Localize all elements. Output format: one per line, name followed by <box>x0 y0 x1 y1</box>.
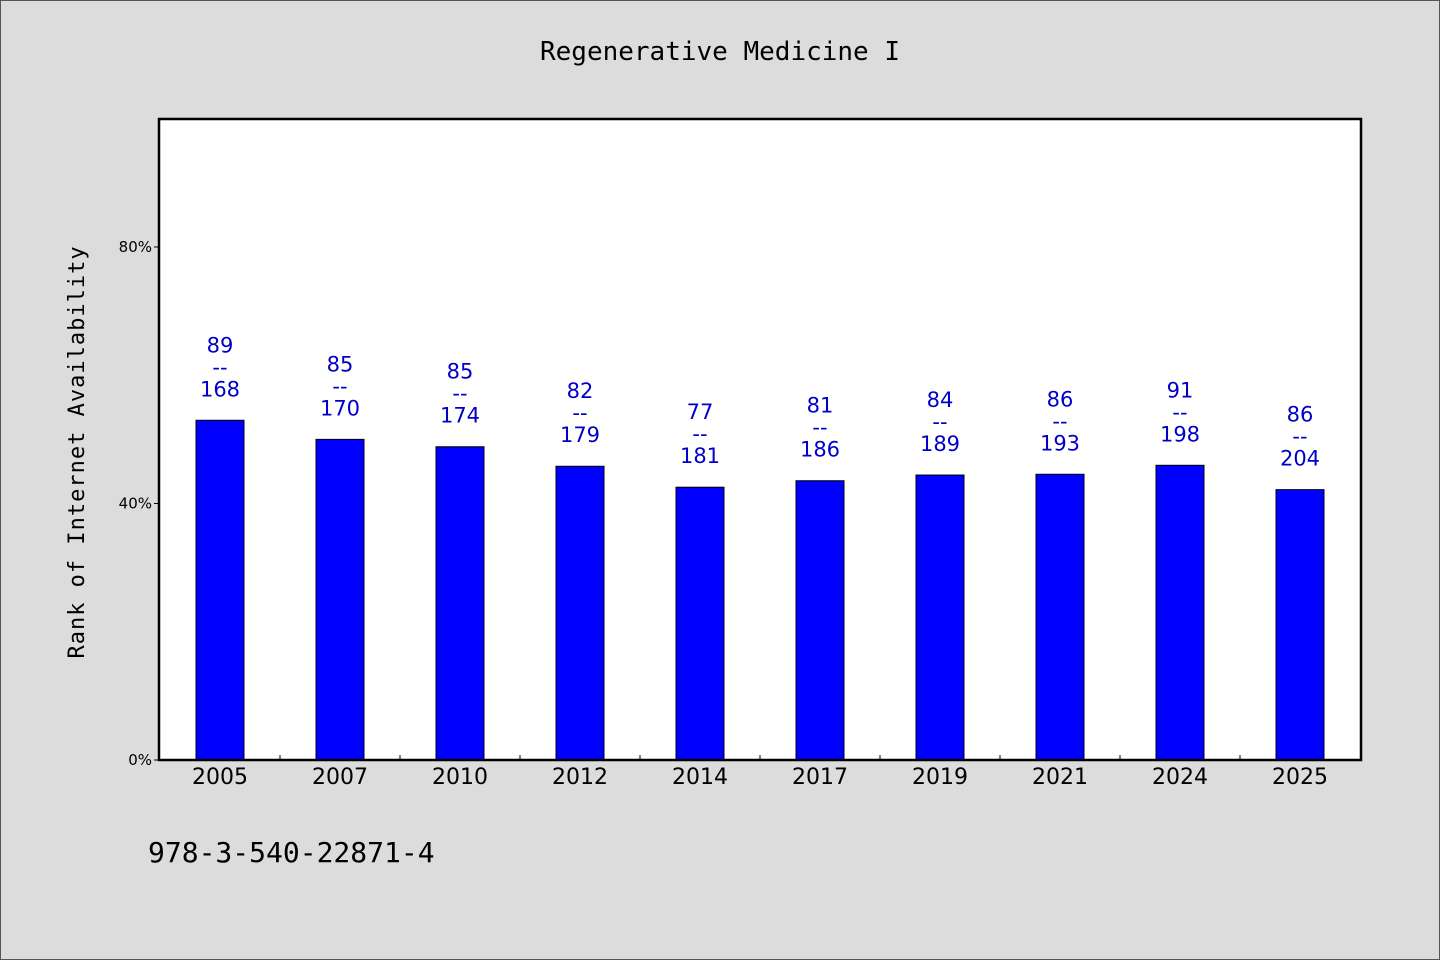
bar-2012 <box>555 465 605 761</box>
bar-2017 <box>795 480 845 761</box>
data-label-sep: -- <box>1172 400 1187 424</box>
data-label-top: 86 <box>1047 387 1074 411</box>
data-label-bottom: 174 <box>440 404 480 428</box>
x-tick-label: 2007 <box>312 765 368 790</box>
x-tick-label: 2012 <box>552 765 608 790</box>
x-tick-label: 2025 <box>1272 765 1328 790</box>
data-label-top: 82 <box>567 379 594 403</box>
bar-2007 <box>315 438 365 761</box>
data-label-sep: -- <box>1052 409 1067 433</box>
data-label-bottom: 204 <box>1280 447 1320 471</box>
data-label-top: 84 <box>927 388 954 412</box>
data-label-top: 91 <box>1167 378 1194 402</box>
plot-border <box>157 117 1363 762</box>
data-label-sep: -- <box>452 382 467 406</box>
chart-title: Regenerative Medicine I <box>540 37 900 67</box>
x-tick-label: 2019 <box>912 765 968 790</box>
data-label-sep: -- <box>1292 425 1307 449</box>
data-label-bottom: 179 <box>560 423 600 447</box>
y-axis-label: Rank of Internet Availability <box>65 245 90 658</box>
bar-2005 <box>195 419 245 761</box>
data-label-bottom: 189 <box>920 432 960 456</box>
y-tick-label: 0% <box>128 751 152 769</box>
data-label-bottom: 193 <box>1040 431 1080 455</box>
x-tick-label: 2021 <box>1032 765 1088 790</box>
x-tick-label: 2005 <box>192 765 248 790</box>
data-label-sep: -- <box>932 410 947 434</box>
bar-2024 <box>1155 464 1205 761</box>
data-label-bottom: 170 <box>320 396 360 420</box>
x-tick-label: 2017 <box>792 765 848 790</box>
data-label-sep: -- <box>572 401 587 425</box>
data-label-sep: -- <box>812 416 827 440</box>
x-tick-label: 2024 <box>1152 765 1208 790</box>
x-tick-label: 2014 <box>672 765 728 790</box>
y-tick-label: 80% <box>119 238 152 256</box>
data-label-top: 86 <box>1287 403 1314 427</box>
data-label-bottom: 168 <box>200 377 240 401</box>
bar-2014 <box>675 486 725 761</box>
data-label-sep: -- <box>212 355 227 379</box>
x-tick-label: 2010 <box>432 765 488 790</box>
data-label-bottom: 181 <box>680 444 720 468</box>
data-label-top: 85 <box>447 360 474 384</box>
bar-2010 <box>435 446 485 761</box>
data-label-sep: -- <box>332 374 347 398</box>
bar-2021 <box>1035 473 1085 761</box>
bar-2025 <box>1275 489 1325 761</box>
data-label-bottom: 186 <box>800 438 840 462</box>
data-label-top: 81 <box>807 394 834 418</box>
data-label-top: 89 <box>207 333 234 357</box>
footnote-isbn: 978-3-540-22871-4 <box>148 836 435 869</box>
y-tick-label: 40% <box>119 495 152 513</box>
data-label-bottom: 198 <box>1160 422 1200 446</box>
data-label-sep: -- <box>692 422 707 446</box>
bar-2019 <box>915 474 965 761</box>
data-label-top: 85 <box>327 352 354 376</box>
data-label-top: 77 <box>687 400 714 424</box>
